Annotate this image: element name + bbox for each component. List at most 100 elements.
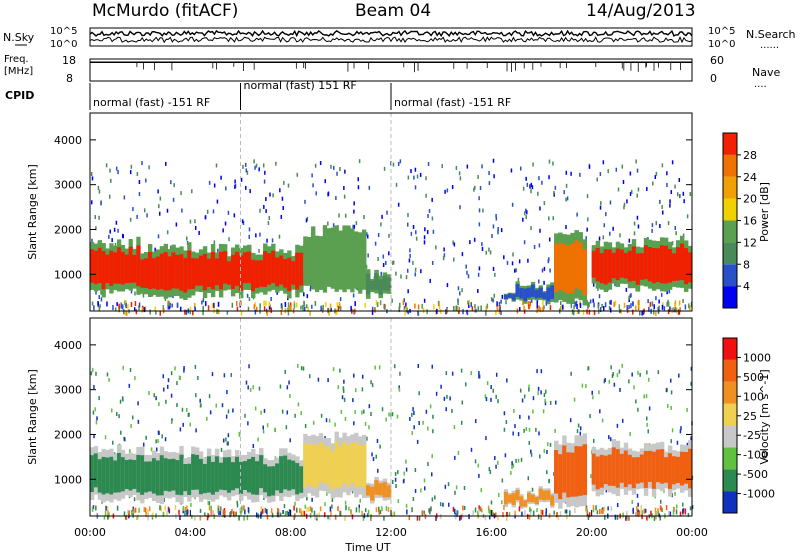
echo-point <box>674 184 676 189</box>
ground-scatter <box>256 306 258 312</box>
echo-point <box>287 307 289 312</box>
echo-point <box>443 247 445 252</box>
echo-point <box>220 447 223 452</box>
echo-point <box>553 471 555 476</box>
echo-point <box>538 243 541 248</box>
echo-point <box>212 209 215 214</box>
echo-point <box>523 428 525 433</box>
echo-band <box>582 249 588 296</box>
echo-point <box>314 163 317 168</box>
echo-point <box>657 370 660 375</box>
echo-point <box>413 411 415 416</box>
ground-scatter <box>329 515 331 521</box>
colorbar-tick-label: 8 <box>743 258 750 271</box>
echo-point <box>532 162 534 167</box>
ground-scatter <box>135 309 138 315</box>
ground-scatter <box>506 515 508 521</box>
echo-point <box>528 427 531 432</box>
echo-point <box>305 304 308 309</box>
echo-point <box>353 421 355 426</box>
echo-band <box>195 258 200 286</box>
echo-point <box>669 511 672 516</box>
echo-point <box>190 502 192 507</box>
echo-point <box>682 502 684 507</box>
echo-band <box>542 292 547 300</box>
echo-point <box>539 206 541 211</box>
echo-band <box>97 247 102 283</box>
echo-point <box>109 229 111 234</box>
echo-point <box>517 432 520 437</box>
ground-scatter <box>661 304 664 310</box>
echo-point <box>412 407 414 412</box>
echo-point <box>378 365 381 370</box>
echo-point <box>461 400 464 405</box>
echo-point <box>170 420 173 425</box>
echo-band <box>251 259 256 292</box>
echo-point <box>608 379 611 384</box>
echo-point <box>407 310 409 315</box>
ground-scatter <box>646 515 648 521</box>
echo-point <box>494 272 496 277</box>
echo-point <box>207 500 210 505</box>
ground-scatter <box>687 303 690 309</box>
ground-scatter <box>418 515 421 521</box>
ground-scatter <box>506 512 508 518</box>
ground-scatter <box>264 507 267 513</box>
ground-scatter <box>640 505 643 511</box>
echo-point <box>366 232 368 237</box>
echo-point <box>324 435 326 440</box>
echo-point <box>431 216 434 221</box>
echo-point <box>412 497 415 502</box>
echo-point <box>497 230 499 235</box>
ground-scatter <box>402 300 405 306</box>
y-tick-label: 3000 <box>54 179 82 192</box>
echo-point <box>411 412 413 417</box>
echo-point <box>495 394 497 399</box>
echo-point <box>544 398 546 403</box>
echo-point <box>219 506 222 511</box>
echo-point <box>614 282 616 287</box>
echo-band <box>187 250 192 290</box>
ground-scatter <box>97 301 99 307</box>
echo-point <box>460 368 463 373</box>
echo-point <box>106 372 109 377</box>
echo-point <box>473 237 476 242</box>
echo-point <box>115 166 118 171</box>
echo-band <box>361 444 367 489</box>
echo-point <box>248 297 251 302</box>
echo-band <box>627 250 633 282</box>
ground-scatter <box>518 506 521 512</box>
echo-point <box>492 224 495 229</box>
echo-band <box>515 489 520 500</box>
echo-point <box>678 177 681 182</box>
echo-point <box>339 167 341 172</box>
echo-point <box>630 189 633 194</box>
echo-point <box>306 216 309 221</box>
echo-point <box>446 188 449 193</box>
ground-scatter <box>243 515 245 521</box>
echo-point <box>317 377 320 382</box>
echo-band <box>314 445 320 489</box>
echo-point <box>441 164 443 169</box>
x-tick-label: 12:00 <box>375 526 407 539</box>
ground-scatter <box>398 307 401 313</box>
echo-band <box>651 248 657 284</box>
echo-point <box>181 208 183 213</box>
echo-band <box>623 252 629 279</box>
echo-band <box>234 456 240 489</box>
echo-band <box>326 236 332 279</box>
echo-point <box>122 365 124 370</box>
noise-tick-bottom-left: 10^0 <box>50 39 77 50</box>
echo-point <box>492 298 494 303</box>
echo-point <box>478 266 481 271</box>
echo-point <box>447 502 450 507</box>
echo-point <box>95 226 97 231</box>
echo-band <box>374 273 379 290</box>
echo-point <box>533 244 536 249</box>
echo-point <box>463 485 466 490</box>
echo-point <box>170 371 173 376</box>
echo-point <box>91 301 94 306</box>
echo-point <box>181 407 184 412</box>
echo-point <box>591 390 593 395</box>
echo-point <box>166 230 169 235</box>
